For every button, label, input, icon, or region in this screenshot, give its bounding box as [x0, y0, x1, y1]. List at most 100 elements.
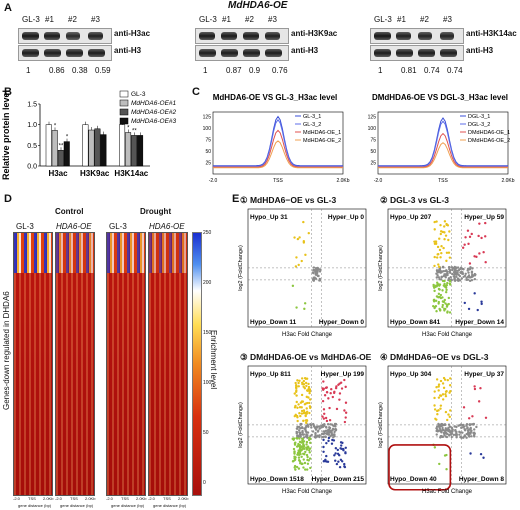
point-hyper-up [467, 242, 470, 246]
point-hypo-up [433, 264, 436, 268]
blot-h3-band [370, 45, 464, 61]
protein-band [199, 32, 216, 40]
point-hypo-down [445, 468, 448, 471]
point-ns [435, 276, 438, 279]
x-tick-label: -2.0 [209, 178, 218, 184]
point-hypo-down [297, 467, 301, 470]
point-ns [456, 266, 460, 269]
heatmap-xtick: TSS [121, 496, 129, 501]
x-tick-label: 2.0Kb [336, 178, 349, 184]
colorbar-tick: 100 [203, 380, 212, 386]
point-hypo-down [447, 296, 451, 300]
heatmap-xtick: 2.0Kb [178, 496, 189, 501]
point-ns [298, 425, 301, 429]
band-intensity-value: 1 [203, 66, 208, 75]
point-ns [312, 266, 316, 269]
point-hypo-up [435, 378, 439, 381]
y-tick-label: 0.5 [27, 143, 37, 150]
point-hypo-down [291, 460, 295, 463]
point-hypo-up [305, 410, 309, 413]
volcano-plot: Hypo_Up 304 Hyper_Up 37 Hypo_Down 40 Hyper_… [378, 365, 507, 495]
point-ns [324, 435, 327, 438]
x-axis-label: H3ac Fold Change [422, 489, 473, 495]
protein-band [265, 49, 283, 57]
legend-label: GL-3 [131, 91, 146, 98]
band-intensity-value: 0.86 [49, 66, 65, 75]
point-ns [463, 434, 466, 437]
legend-swatch [119, 117, 129, 125]
plot-frame [212, 111, 344, 175]
point-hypo-down [438, 309, 442, 312]
protein-band [418, 32, 433, 40]
heatmap-xtick: 2.0Kb [136, 496, 147, 501]
point-hypo-up [293, 392, 296, 395]
hyper-down-label: Hyper_Down 14 [455, 319, 504, 326]
point-ns [440, 275, 443, 279]
point-hypo-up [437, 252, 440, 256]
point-hypo-up [442, 376, 446, 380]
protein-band [265, 32, 281, 40]
point-hypo-down [296, 451, 300, 455]
hyper-up-label: Hyper_Up 37 [464, 371, 504, 378]
point-hyper-up [327, 397, 330, 400]
profile-line [213, 118, 343, 167]
point-hypo-down [308, 457, 312, 460]
significance-star: ** [59, 143, 64, 149]
point-hyper-up [464, 236, 467, 239]
antibody-label: anti-H3 [466, 46, 494, 55]
point-ns [305, 424, 308, 428]
point-hypo-up [304, 253, 307, 257]
hypo-down-label: Hypo_Down 1518 [250, 476, 304, 483]
antibody-label: anti-H3ac [114, 29, 151, 38]
point-ns [468, 268, 471, 271]
point-ns [314, 266, 318, 270]
point-ns [468, 279, 472, 283]
point-hypo-up [298, 236, 301, 239]
heatmap-xtick: TSS [28, 496, 36, 501]
point-hypo-down [297, 456, 301, 459]
point-hypo-down [441, 303, 444, 307]
point-ns [444, 435, 447, 438]
point-ns [460, 426, 463, 430]
point-hyper-up [484, 221, 487, 225]
significance-star: * [54, 123, 57, 129]
volcano-title: ② DGL-3 vs GL-3 [380, 195, 450, 205]
point-hyper-up [484, 235, 487, 238]
legend-label: MdHDA6-OE#1 [131, 100, 177, 107]
point-hypo-down [438, 283, 442, 286]
point-ns [316, 434, 320, 437]
point-hypo-down [434, 285, 437, 289]
band-intensity-value: 0.74 [424, 66, 440, 75]
point-ns [300, 426, 304, 429]
point-ns [464, 428, 467, 431]
point-hypo-up [443, 225, 446, 228]
point-ns [317, 274, 320, 278]
point-ns [435, 425, 439, 428]
point-ns [450, 432, 454, 435]
band-intensity-value: 0.38 [72, 66, 88, 75]
point-hypo-up [307, 388, 310, 391]
point-ns [314, 435, 318, 438]
point-hyper-up [461, 246, 465, 249]
point-ns [435, 269, 439, 272]
point-ns [437, 276, 441, 279]
antibody-label: anti-H3 [291, 46, 319, 55]
point-hypo-up [306, 401, 309, 405]
point-hyper-up [343, 420, 347, 424]
point-hypo-up [302, 379, 306, 383]
point-ns [323, 422, 326, 426]
point-hyper-down [463, 301, 466, 305]
point-hypo-up [297, 385, 301, 388]
point-hyper-up [478, 222, 481, 225]
point-hypo-up [447, 251, 451, 254]
point-hyper-up [484, 416, 488, 419]
x-category-label: H3K9ac [80, 169, 110, 178]
colorbar-tick: 250 [203, 230, 212, 236]
point-hypo-down [298, 460, 302, 463]
point-ns [322, 430, 325, 433]
point-hyper-down [322, 438, 325, 442]
bar [94, 128, 101, 167]
protein-band [22, 49, 40, 57]
point-hypo-up [307, 231, 310, 235]
bar [63, 141, 70, 167]
